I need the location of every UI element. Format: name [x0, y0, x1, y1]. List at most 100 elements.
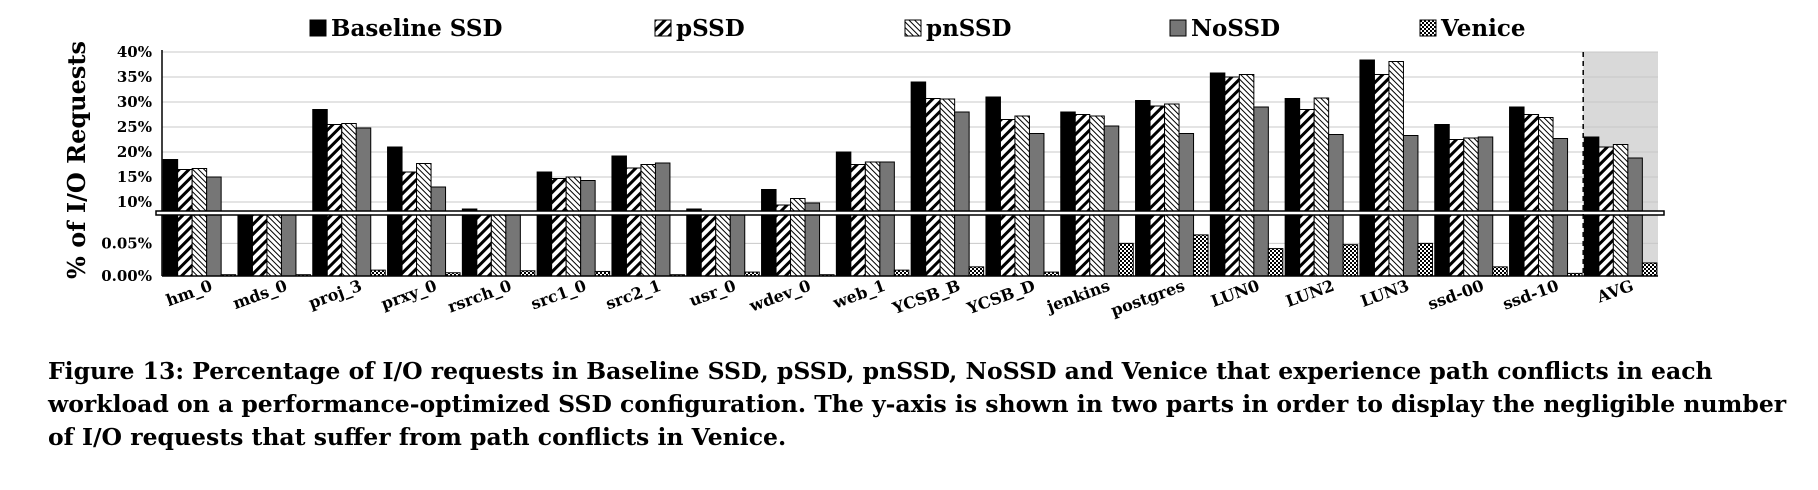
bar-pssd-lower: [401, 213, 418, 277]
bar-pssd-upper: [1224, 76, 1240, 213]
bar-pssd-lower: [251, 213, 268, 277]
bar-baseline-ssd-upper: [1284, 98, 1301, 213]
bar-baseline-ssd-upper: [910, 81, 927, 213]
y-tick-label: 10%: [117, 193, 152, 211]
bar-nossd-lower: [1328, 213, 1344, 277]
bar-pnssd-upper: [1538, 117, 1554, 213]
bar-pssd-lower: [1299, 213, 1315, 277]
bar-nossd-lower: [1402, 213, 1419, 277]
bar-nossd-lower: [804, 213, 821, 277]
bar-pssd-lower: [1448, 213, 1465, 277]
y-tick-label: 25%: [117, 118, 152, 136]
bar-pssd-lower: [551, 213, 567, 277]
x-tick-label: YCSB_B: [889, 276, 963, 318]
bar-pnssd-lower: [1014, 213, 1030, 277]
bar-baseline-ssd-upper: [1209, 72, 1226, 213]
bar-venice: [1417, 242, 1433, 277]
bar-baseline-ssd-lower: [761, 213, 777, 277]
bar-nossd-upper: [1178, 133, 1195, 213]
y-tick-label: 15%: [117, 168, 152, 186]
bar-baseline-ssd-upper: [162, 159, 179, 213]
legend-label: Venice: [1440, 15, 1525, 42]
bar-pssd-lower: [775, 213, 792, 277]
bar-pssd-upper: [1448, 139, 1465, 213]
bar-baseline-ssd-lower: [387, 213, 403, 277]
bar-nossd-upper: [1253, 106, 1269, 213]
bar-pssd-upper: [1074, 114, 1091, 213]
bar-nossd-lower: [505, 213, 521, 277]
bar-nossd-upper: [355, 127, 372, 213]
bar-nossd-lower: [1253, 213, 1269, 277]
bar-pnssd-upper: [191, 168, 208, 213]
bar-nossd-upper: [1328, 134, 1344, 213]
bar-pnssd-lower: [939, 213, 956, 277]
bar-baseline-ssd-upper: [387, 146, 403, 213]
bar-nossd-upper: [430, 186, 447, 213]
legend-label: pSSD: [676, 15, 745, 42]
bar-pssd-upper: [1373, 74, 1390, 213]
x-tick-label: prxy_0: [379, 276, 440, 314]
bar-baseline-ssd-lower: [1060, 213, 1076, 277]
bar-pssd-upper: [625, 167, 642, 213]
bar-pnssd-lower: [1538, 213, 1554, 277]
bar-baseline-ssd-lower: [1209, 213, 1226, 277]
bar-pnssd-lower: [790, 213, 806, 277]
x-tick-label: usr_0: [687, 276, 739, 310]
bar-pnssd-lower: [416, 213, 432, 277]
x-tick-label: wdev_0: [746, 276, 813, 316]
bar-pssd-lower: [625, 213, 642, 277]
bar-nossd-lower: [654, 213, 671, 277]
bar-nossd-upper: [580, 180, 596, 213]
legend-label: NoSSD: [1191, 15, 1280, 42]
bar-venice: [968, 266, 985, 277]
bar-pssd-lower: [326, 213, 343, 277]
bar-nossd-upper: [954, 111, 970, 213]
y-tick-label: 30%: [117, 93, 152, 111]
x-tick-label: jenkins: [1043, 276, 1113, 317]
bar-nossd-lower: [1178, 213, 1195, 277]
bar-pnssd-lower: [640, 213, 656, 277]
bar-pssd-lower: [1149, 213, 1166, 277]
bar-venice: [1492, 266, 1508, 277]
bar-pssd-lower: [1598, 213, 1614, 277]
bar-pssd-upper: [1149, 105, 1166, 213]
x-tick-label: LUN3: [1358, 276, 1412, 311]
legend-label: Baseline SSD: [331, 15, 502, 42]
bar-pnssd-upper: [416, 163, 432, 213]
bar-nossd-lower: [1028, 213, 1045, 277]
bar-pnssd-lower: [1313, 213, 1330, 277]
bar-nossd-lower: [729, 213, 746, 277]
bar-pssd-upper: [1598, 146, 1614, 213]
x-tick-label: YCSB_D: [964, 276, 1038, 318]
bar-pnssd-upper: [1238, 74, 1255, 213]
x-tick-label: src2_1: [603, 276, 663, 314]
bar-pnssd-lower: [266, 213, 282, 277]
bar-pssd-lower: [700, 213, 717, 277]
y-tick-label: 40%: [117, 43, 152, 61]
bar-nossd-upper: [1552, 138, 1569, 213]
bar-pnssd-upper: [1164, 103, 1180, 213]
bar-pnssd-upper: [640, 164, 656, 213]
bar-baseline-ssd-lower: [1135, 213, 1151, 277]
bar-baseline-ssd-lower: [162, 213, 179, 277]
bar-baseline-ssd-upper: [1060, 111, 1076, 213]
bar-pnssd-upper: [341, 123, 357, 213]
legend-swatch: [309, 19, 327, 37]
x-tick-label: proj_3: [306, 276, 364, 313]
x-tick-label: src1_0: [528, 276, 588, 314]
bar-pnssd-upper: [1089, 115, 1105, 213]
bar-baseline-ssd-lower: [1583, 213, 1600, 277]
bar-nossd-lower: [1552, 213, 1569, 277]
bar-pnssd-upper: [1313, 97, 1330, 213]
bar-nossd-upper: [654, 162, 671, 213]
bar-pssd-upper: [326, 124, 343, 213]
bar-pnssd-upper: [565, 176, 582, 213]
bar-nossd-lower: [580, 213, 596, 277]
bar-baseline-ssd-upper: [1583, 136, 1600, 213]
legend-swatch: [904, 19, 922, 37]
bar-nossd-upper: [206, 176, 222, 213]
bar-nossd-upper: [1477, 136, 1494, 213]
bar-baseline-ssd-lower: [536, 213, 553, 277]
bar-pssd-lower: [925, 213, 941, 277]
bar-nossd-lower: [1103, 213, 1120, 277]
